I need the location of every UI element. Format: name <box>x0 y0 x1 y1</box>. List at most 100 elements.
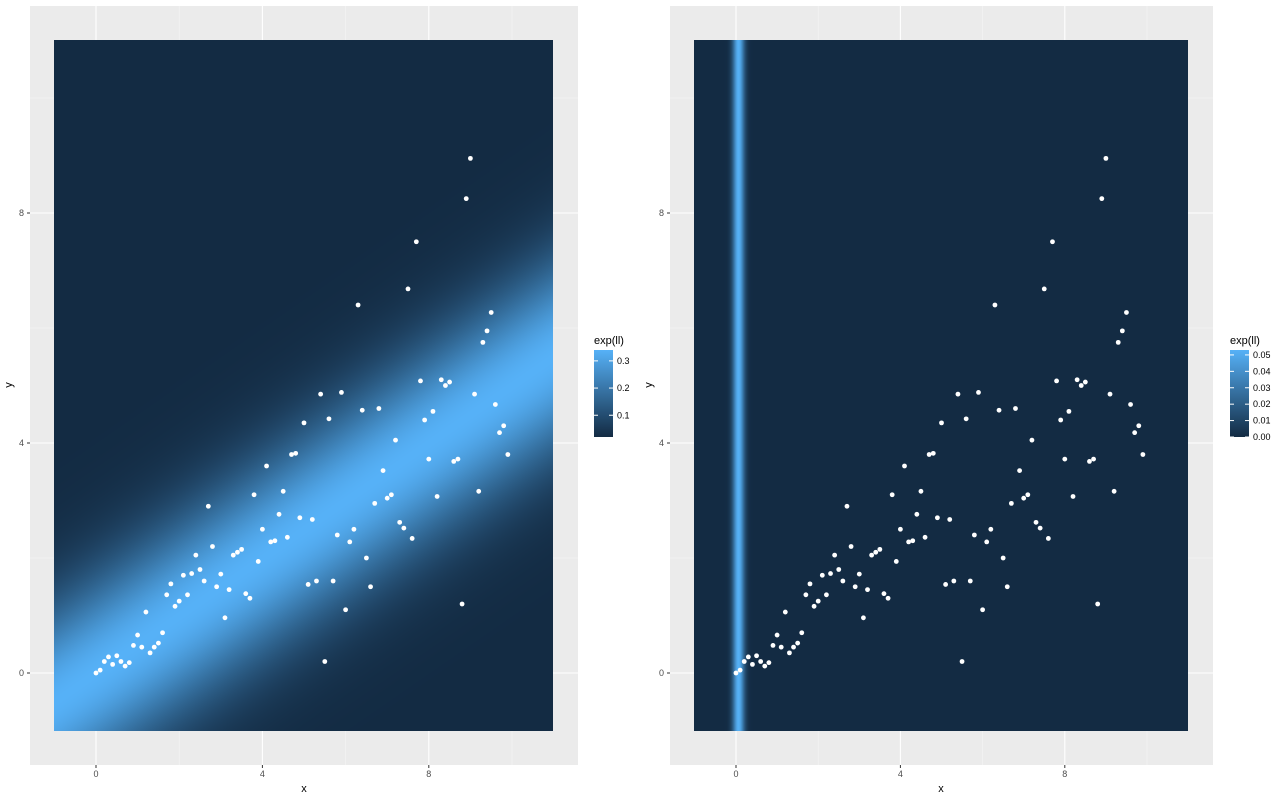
data-point <box>1070 494 1076 499</box>
right-y-axis-title: y <box>643 382 655 388</box>
data-point <box>1078 383 1084 388</box>
data-point <box>741 659 747 664</box>
data-point <box>1136 423 1142 429</box>
left-legend: exp(ll) 0.1 0.2 0.3 <box>594 335 630 437</box>
data-point <box>468 155 473 161</box>
data-point <box>1000 555 1006 561</box>
data-point <box>505 452 511 457</box>
data-point <box>301 420 307 426</box>
data-point <box>472 391 477 397</box>
x-tick-label: 4 <box>898 769 903 779</box>
data-point <box>1013 406 1018 411</box>
data-point <box>501 423 507 429</box>
data-point <box>844 503 850 509</box>
data-point <box>426 456 432 462</box>
data-point <box>376 406 382 411</box>
right-scatter-points <box>733 155 1146 676</box>
data-point <box>832 552 838 558</box>
data-point <box>334 532 340 538</box>
data-point <box>1017 468 1022 473</box>
data-point <box>1045 536 1051 541</box>
data-point <box>898 526 903 532</box>
data-point <box>126 660 132 666</box>
data-point <box>926 452 932 457</box>
data-point <box>447 379 452 385</box>
data-point <box>101 659 107 664</box>
data-point <box>218 571 224 577</box>
data-point <box>160 630 165 636</box>
data-point <box>397 519 403 525</box>
data-point <box>1103 155 1109 161</box>
data-point <box>314 578 319 584</box>
data-point <box>347 539 353 545</box>
left-x-axis-title: x <box>301 783 307 795</box>
data-point <box>330 578 336 584</box>
legend-tick-label: 0.1 <box>617 410 630 420</box>
right-legend-title: exp(ll) <box>1230 335 1260 347</box>
data-point <box>930 450 936 456</box>
data-point <box>1074 377 1080 383</box>
data-point <box>293 450 299 456</box>
data-point <box>368 584 373 590</box>
data-point <box>451 459 457 464</box>
data-point <box>380 468 386 473</box>
data-point <box>201 578 207 584</box>
data-point <box>852 584 858 590</box>
data-point <box>795 640 801 646</box>
data-point <box>836 567 842 572</box>
data-point <box>918 488 924 494</box>
left-y-axis-ticks: 0 4 8 <box>19 208 30 678</box>
data-point <box>1021 495 1027 501</box>
data-point <box>297 515 303 521</box>
data-point <box>762 663 768 669</box>
data-point <box>745 654 751 660</box>
data-point <box>992 302 998 308</box>
left-y-axis-title: y <box>3 382 15 388</box>
data-point <box>176 598 182 604</box>
right-legend: exp(ll) 0.00 0.01 0.02 0.03 0.04 0.05 <box>1230 335 1271 442</box>
left-legend-title: exp(ll) <box>594 335 624 347</box>
data-point <box>1099 196 1105 202</box>
data-point <box>422 417 428 423</box>
data-point <box>488 310 494 315</box>
data-point <box>243 591 249 597</box>
data-point <box>819 572 825 578</box>
left-x-axis-ticks: 0 4 8 <box>93 765 431 779</box>
data-point <box>1111 488 1117 494</box>
data-point <box>770 643 776 648</box>
data-point <box>914 511 920 517</box>
data-point <box>355 302 361 308</box>
data-point <box>289 452 294 457</box>
data-point <box>873 549 879 555</box>
data-point <box>737 667 743 673</box>
data-point <box>131 643 136 648</box>
right-x-axis-title: x <box>938 783 944 795</box>
data-point <box>93 670 99 676</box>
data-point <box>885 595 891 601</box>
left-legend-ticks: 0.1 0.2 0.3 <box>594 356 630 420</box>
data-point <box>865 587 870 593</box>
data-point <box>305 582 311 587</box>
data-point <box>959 659 965 664</box>
legend-tick-label: 0.3 <box>617 356 630 366</box>
data-point <box>189 571 195 576</box>
data-point <box>971 532 977 538</box>
data-point <box>235 549 240 555</box>
data-point <box>151 644 157 650</box>
data-point <box>110 661 116 667</box>
data-point <box>1004 584 1010 590</box>
legend-tick-label: 0.05 <box>1253 350 1271 360</box>
data-point <box>459 601 465 607</box>
data-point <box>1029 437 1035 443</box>
data-point <box>492 402 498 407</box>
data-point <box>480 339 486 345</box>
data-point <box>251 492 257 498</box>
right-legend-ticks: 0.00 0.01 0.02 0.03 0.04 0.05 <box>1230 350 1271 442</box>
data-point <box>222 615 228 621</box>
data-point <box>322 659 328 664</box>
data-point <box>122 663 128 669</box>
data-point <box>848 544 854 549</box>
data-point <box>778 644 784 650</box>
data-point <box>922 534 928 540</box>
data-point <box>758 659 764 664</box>
